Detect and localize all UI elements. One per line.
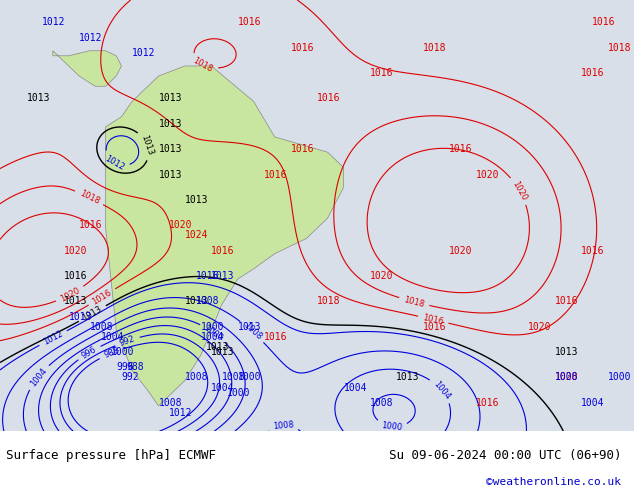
Text: 1018: 1018 [403, 295, 425, 309]
Text: 1016: 1016 [555, 296, 578, 306]
Text: 1013: 1013 [238, 322, 261, 332]
Text: 1013: 1013 [211, 271, 235, 281]
Text: 1018: 1018 [423, 43, 446, 53]
Text: 1013: 1013 [158, 94, 182, 103]
Text: 1012: 1012 [103, 154, 126, 172]
Text: 1020: 1020 [449, 245, 472, 256]
Text: 1004: 1004 [28, 366, 48, 388]
Text: 996: 996 [116, 362, 134, 372]
Text: 1000: 1000 [111, 347, 134, 357]
Text: 1016: 1016 [423, 322, 446, 332]
Text: 1004: 1004 [431, 379, 451, 401]
Text: 1013: 1013 [158, 119, 182, 129]
Text: 1008: 1008 [370, 398, 393, 408]
Text: 1016: 1016 [422, 313, 444, 326]
Text: 1016: 1016 [91, 288, 113, 306]
Text: 1012: 1012 [42, 329, 65, 347]
Text: Surface pressure [hPa] ECMWF: Surface pressure [hPa] ECMWF [6, 449, 216, 462]
Text: 1000: 1000 [201, 322, 224, 332]
Text: 1016: 1016 [264, 170, 288, 179]
Text: 1020: 1020 [169, 220, 193, 230]
Text: 1000: 1000 [202, 323, 224, 343]
Text: 1024: 1024 [185, 230, 209, 241]
Text: 1013: 1013 [185, 296, 209, 306]
Text: 1013: 1013 [211, 347, 235, 357]
Text: 1004: 1004 [201, 332, 224, 342]
Text: 1016: 1016 [195, 271, 219, 281]
Text: 1016: 1016 [79, 220, 103, 230]
Text: 1013: 1013 [206, 342, 230, 352]
Text: 1012: 1012 [132, 48, 155, 58]
Text: ©weatheronline.co.uk: ©weatheronline.co.uk [486, 477, 621, 487]
Text: 1008: 1008 [195, 296, 219, 306]
Text: 1016: 1016 [63, 271, 87, 281]
Text: 1016: 1016 [449, 144, 472, 154]
Text: 1016: 1016 [290, 144, 314, 154]
Text: 1013: 1013 [81, 304, 104, 323]
Text: 1016: 1016 [476, 398, 499, 408]
Text: 1018: 1018 [317, 296, 340, 306]
Text: 1020: 1020 [59, 286, 81, 303]
Text: 1008: 1008 [158, 398, 182, 408]
Text: 1013: 1013 [555, 347, 578, 357]
Polygon shape [106, 66, 344, 406]
Text: 1000: 1000 [607, 372, 631, 383]
Text: 1020: 1020 [555, 372, 578, 383]
Text: 1012: 1012 [169, 408, 193, 418]
Text: 1008: 1008 [273, 420, 294, 431]
Text: 1004: 1004 [581, 398, 605, 408]
Text: 1008: 1008 [185, 372, 209, 383]
Text: 1008: 1008 [90, 322, 113, 332]
Text: 1000: 1000 [381, 421, 403, 432]
Text: 1013: 1013 [185, 195, 209, 205]
Text: 1018: 1018 [78, 189, 101, 206]
Text: 1008: 1008 [242, 321, 263, 342]
Text: 1020: 1020 [476, 170, 499, 179]
Text: 1016: 1016 [317, 94, 340, 103]
Text: 1004: 1004 [344, 383, 367, 392]
Text: 1013: 1013 [27, 94, 50, 103]
Text: 1018: 1018 [607, 43, 631, 53]
Text: Su 09-06-2024 00:00 UTC (06+90): Su 09-06-2024 00:00 UTC (06+90) [389, 449, 621, 462]
Text: 1016: 1016 [581, 245, 605, 256]
Text: 1004: 1004 [100, 332, 124, 342]
Text: 1000: 1000 [238, 372, 261, 383]
Text: 1020: 1020 [510, 179, 529, 202]
Text: 1013: 1013 [158, 170, 182, 179]
Text: 1016: 1016 [592, 17, 615, 27]
Text: 1013: 1013 [63, 296, 87, 306]
Text: 1004: 1004 [211, 383, 235, 392]
Text: 1012: 1012 [42, 17, 66, 27]
Text: 992: 992 [122, 372, 139, 383]
Text: 1016: 1016 [264, 332, 288, 342]
Text: 1013: 1013 [139, 134, 155, 157]
Text: 988: 988 [127, 362, 145, 372]
Text: 1013: 1013 [158, 144, 182, 154]
Text: 1016: 1016 [211, 245, 235, 256]
Text: 992: 992 [119, 334, 136, 348]
Text: 1008: 1008 [222, 372, 245, 383]
Text: 1016: 1016 [581, 68, 605, 78]
Text: 1013: 1013 [396, 372, 420, 383]
Text: 1008: 1008 [555, 372, 578, 383]
Text: 1016: 1016 [290, 43, 314, 53]
Text: 1012: 1012 [79, 32, 103, 43]
Text: 1020: 1020 [370, 271, 393, 281]
Text: 996: 996 [80, 344, 98, 361]
Text: 1018: 1018 [191, 56, 214, 74]
Text: 1020: 1020 [63, 245, 87, 256]
Text: 988: 988 [103, 346, 120, 360]
Text: 1016: 1016 [238, 17, 261, 27]
Text: 1016: 1016 [370, 68, 393, 78]
Text: 1000: 1000 [227, 388, 250, 398]
Polygon shape [53, 51, 122, 86]
Text: 1013: 1013 [68, 312, 92, 321]
Text: 1020: 1020 [528, 322, 552, 332]
